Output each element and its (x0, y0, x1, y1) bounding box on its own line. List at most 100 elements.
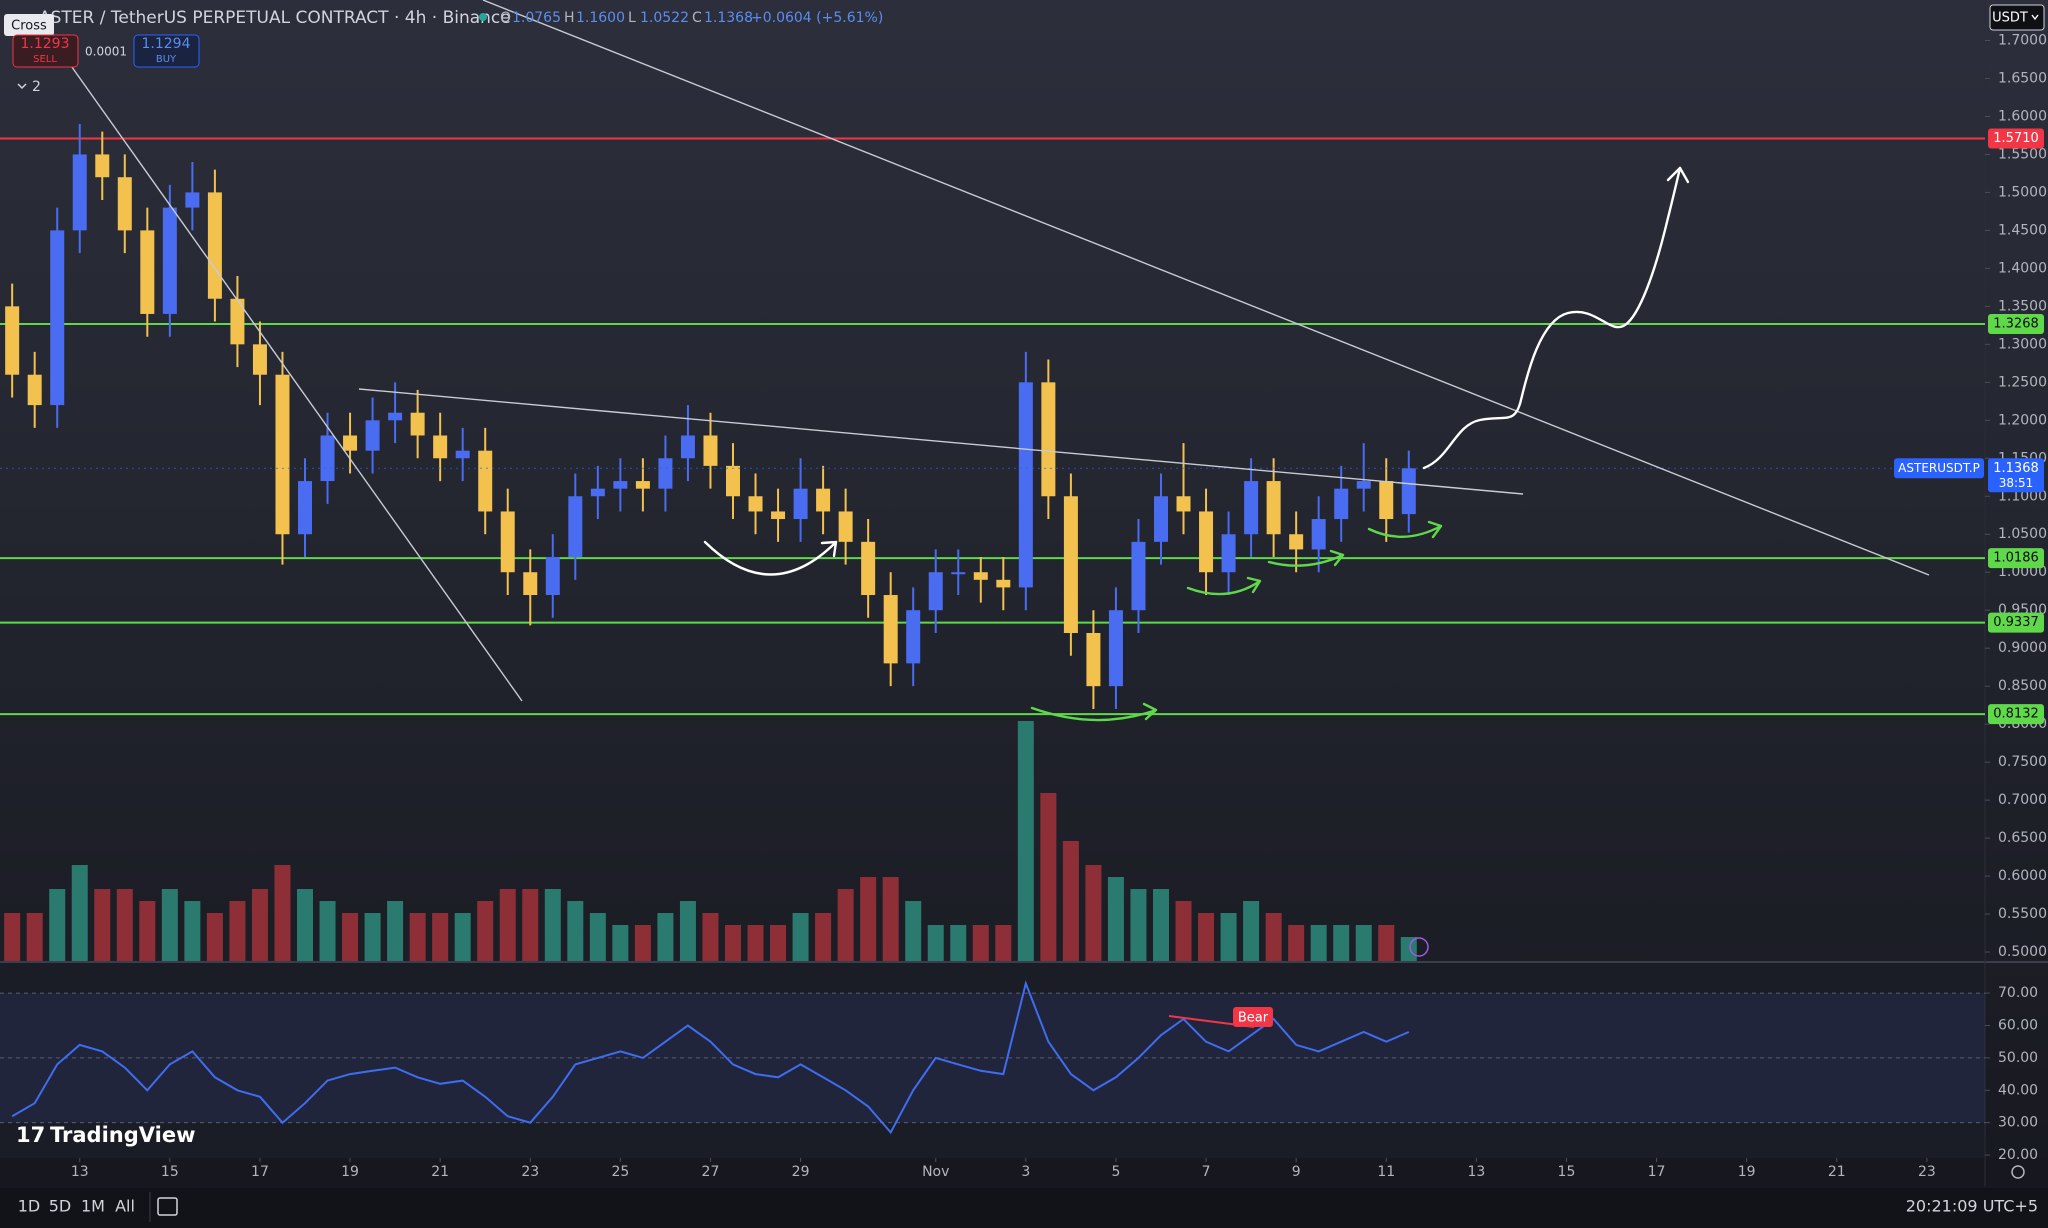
calendar-icon[interactable] (157, 1197, 178, 1216)
candle-body (365, 420, 380, 451)
candle-body (1401, 468, 1416, 515)
y-tick-label: 0.5500 (1998, 906, 2047, 922)
candle-body (1153, 496, 1168, 542)
volume-bar (94, 889, 111, 961)
volume-bar (49, 889, 66, 961)
range-button[interactable]: 1M (81, 1197, 105, 1216)
buy-button[interactable] (133, 34, 200, 68)
candle-body (207, 192, 222, 299)
x-tick-label: 21 (1828, 1164, 1846, 1180)
volume-bar (792, 913, 809, 961)
level-label-box (1988, 313, 2044, 334)
alert-icon[interactable] (1409, 937, 1429, 957)
candle-body (1311, 519, 1326, 550)
candle-body (162, 207, 177, 314)
candle-body (1176, 496, 1191, 512)
collapse-icon[interactable] (17, 83, 27, 90)
volume-bar (905, 901, 922, 961)
volume-bar (567, 901, 584, 961)
volume-bar (206, 913, 223, 961)
candle-body (996, 579, 1011, 588)
candle-body (906, 610, 921, 664)
y-tick-label: 0.5000 (1998, 944, 2047, 960)
x-tick-label: Nov (922, 1164, 949, 1180)
volume-bar (995, 925, 1012, 961)
volume-bar (1062, 841, 1079, 961)
candle-body (883, 595, 898, 664)
cross-label: Cross (11, 19, 47, 34)
price-box (1988, 458, 2044, 493)
candle-body (50, 230, 65, 406)
ohlc-value: 1.1600 (576, 10, 625, 26)
candle-body (816, 488, 831, 512)
y-tick-label: 1.6000 (1998, 108, 2047, 124)
volume-bar (544, 889, 561, 961)
projection-path (1422, 166, 1682, 470)
ohlc-value: 1.0522 (640, 10, 689, 26)
caret (2031, 14, 2039, 21)
y-tick-label: 0.6500 (1998, 830, 2047, 846)
symbol-title: ASTER / TetherUS PERPETUAL CONTRACT · 4h… (39, 8, 511, 28)
volume-bar (1220, 913, 1237, 961)
candle-body (1266, 481, 1281, 535)
y-tick-label: 1.0500 (1998, 526, 2047, 542)
ohlc-value: 1.0765 (512, 10, 561, 26)
candle-body (455, 450, 470, 459)
candle-body (545, 557, 560, 596)
volume-bar (1265, 913, 1282, 961)
arrow (1030, 702, 1158, 722)
volume-bar (589, 913, 606, 961)
sell-button[interactable] (12, 34, 79, 68)
x-tick-label: 23 (1918, 1164, 1936, 1180)
x-tick-label: 19 (1738, 1164, 1756, 1180)
candle-body (771, 511, 786, 520)
candle-body (1086, 632, 1101, 687)
candle-body (388, 412, 403, 421)
y-tick-label: 0.9000 (1998, 640, 2047, 656)
candle-body (590, 488, 605, 497)
time-axis (0, 1158, 2048, 1186)
rsi-tick-label: 30.00 (1998, 1115, 2038, 1131)
y-tick-label: 1.3000 (1998, 336, 2047, 352)
indicators-count: 2 (32, 79, 41, 95)
candle-body (343, 435, 358, 451)
candle-body (793, 488, 808, 520)
range-button[interactable]: All (115, 1197, 135, 1216)
candle-body (1131, 541, 1146, 611)
candle-body (27, 374, 42, 406)
ohlc-value: 1.1368 (704, 10, 753, 26)
volume-bar (4, 913, 21, 961)
x-tick-label: 9 (1292, 1164, 1301, 1180)
currency-button[interactable] (1989, 4, 2045, 31)
range-button[interactable]: 1D (18, 1197, 41, 1216)
candle-body (1289, 534, 1304, 550)
volume-bar (274, 865, 291, 961)
volume-bar (1040, 793, 1057, 961)
x-tick-label: 21 (431, 1164, 449, 1180)
candle-body (703, 435, 718, 466)
candle-body (298, 481, 313, 535)
candle-body (72, 154, 87, 231)
candle-body (1018, 382, 1033, 588)
candle-body (410, 412, 425, 436)
volume-bar (364, 913, 381, 961)
level-label: 0.9337 (1993, 615, 2039, 630)
volume-bar (1333, 925, 1350, 961)
candle-body (140, 230, 155, 314)
range-button[interactable]: 5D (49, 1197, 72, 1216)
y-tick-label: 0.7500 (1998, 754, 2047, 770)
volume-bar (747, 925, 764, 961)
ohlc-key: H (564, 10, 575, 26)
trendlines (51, 0, 1930, 702)
rsi-tick-label: 40.00 (1998, 1082, 2038, 1098)
volume-bar (1085, 865, 1102, 961)
last-price: 1.1368 (1993, 461, 2039, 476)
volume-bar (815, 913, 832, 961)
candle-body (320, 435, 335, 482)
level-label-box (1988, 704, 2044, 725)
candle-body (95, 154, 110, 178)
curve-arrow (703, 540, 838, 576)
volume-bar (342, 913, 359, 961)
settings-icon[interactable] (2011, 1165, 2025, 1179)
level-label-box (1988, 128, 2044, 149)
